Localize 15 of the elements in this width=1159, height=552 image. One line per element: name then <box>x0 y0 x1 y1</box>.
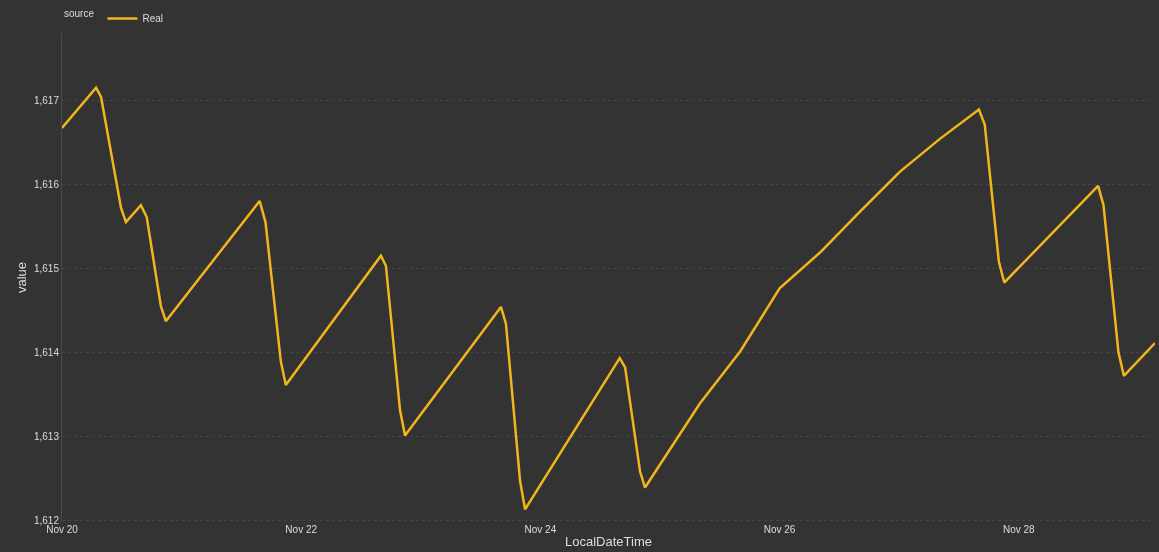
y-tick-label: 1,617 <box>33 94 60 106</box>
x-tick-label: Nov 28 <box>1002 524 1036 535</box>
x-axis-title: LocalDateTime <box>565 533 652 549</box>
x-tick-label: Nov 26 <box>763 524 796 535</box>
legend-label: Real <box>142 13 164 25</box>
y-tick-label: 1,615 <box>33 262 60 274</box>
x-tick-label: Nov 22 <box>285 524 318 535</box>
legend-title: source <box>64 8 95 19</box>
y-tick-label: 1,614 <box>33 346 60 358</box>
y-tick-label: 1,616 <box>33 178 60 190</box>
y-axis-title: value <box>14 261 29 294</box>
x-tick-label: Nov 20 <box>46 524 79 535</box>
x-tick-label: Nov 24 <box>524 524 557 535</box>
y-tick-label: 1,612 <box>33 514 60 526</box>
y-tick-label: 1,613 <box>33 430 60 442</box>
